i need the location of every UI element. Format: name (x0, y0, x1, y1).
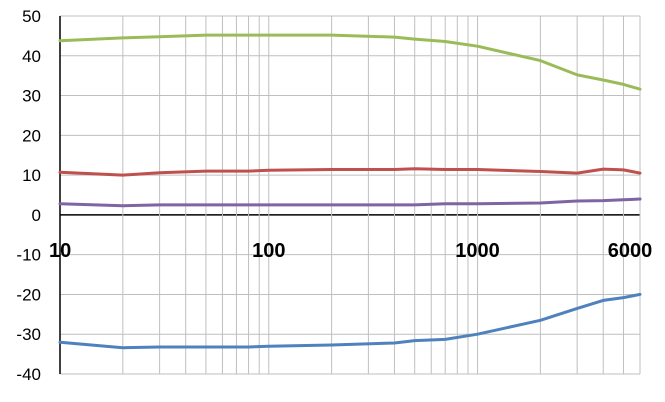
x-tick-label: 1000 (455, 240, 500, 262)
y-tick-label: 20 (22, 126, 41, 145)
y-tick-label: -40 (16, 365, 41, 384)
x-tick-label: 6000 (608, 240, 653, 262)
y-tick-label: 50 (22, 7, 41, 26)
y-tick-label: 10 (22, 166, 41, 185)
series-line-2 (58, 167, 642, 177)
y-tick-label: 0 (32, 206, 41, 225)
x-tick-label: 100 (252, 240, 285, 262)
gridlines (59, 15, 641, 375)
series-lines (58, 33, 642, 350)
y-tick-label: 40 (22, 47, 41, 66)
y-tick-label: -30 (16, 325, 41, 344)
series-line-4 (58, 292, 642, 350)
y-tick-label: 30 (22, 87, 41, 106)
x-tick-labels: 10 100 1000 6000 (49, 240, 652, 262)
x-tick-label: 10 (49, 240, 71, 262)
series-line-1 (58, 33, 642, 91)
y-tick-label: -10 (16, 246, 41, 265)
series-line-3 (58, 197, 642, 208)
y-tick-labels: 50 40 30 20 10 0 -10 -20 -30 -40 (16, 7, 41, 384)
y-tick-label: -20 (16, 285, 41, 304)
